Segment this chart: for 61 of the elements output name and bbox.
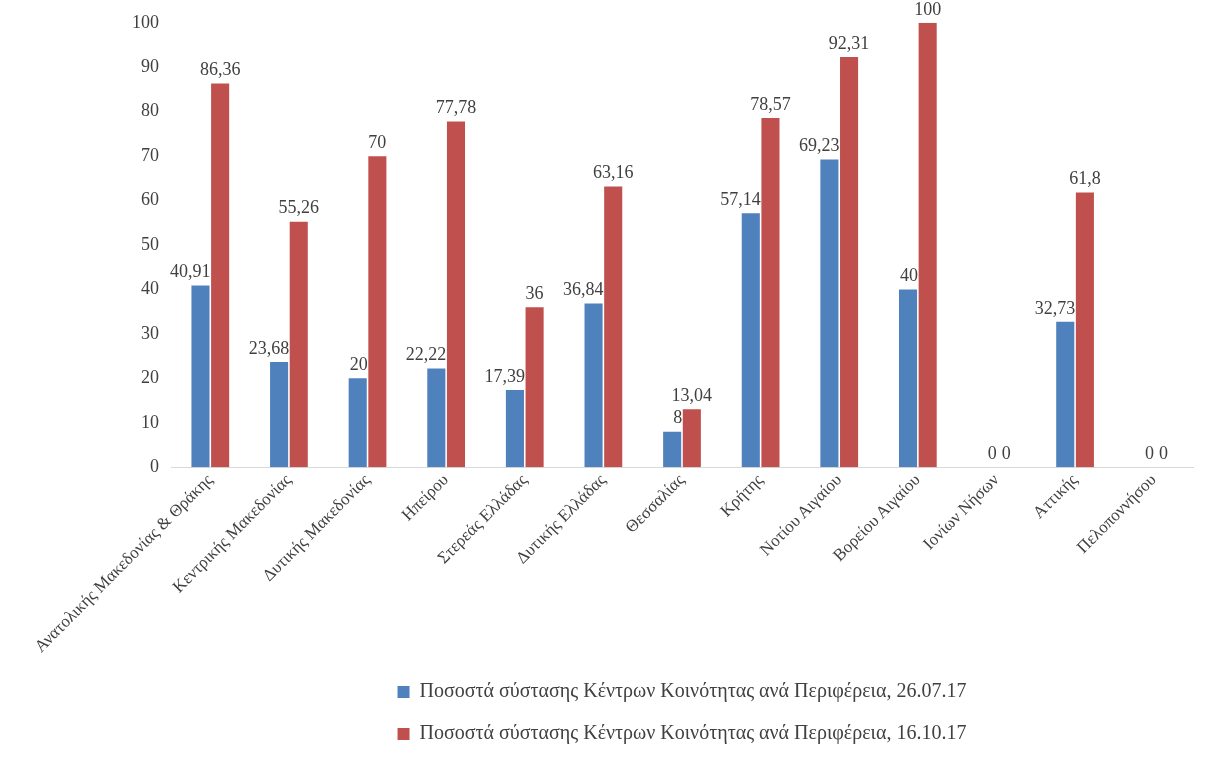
data-label: 100 [914,0,942,19]
bar [211,83,230,468]
bar [584,303,603,468]
y-tick-label: 20 [141,367,159,388]
data-label: 92,31 [828,32,870,53]
data-label: 36,84 [563,279,604,300]
bar [918,22,937,468]
data-label: 0 [987,442,997,463]
bar [505,389,524,468]
bar [820,159,839,468]
bar [427,368,446,468]
data-label: 77,78 [435,97,477,118]
data-label: 0 [1159,442,1169,463]
data-label: 32,73 [1034,297,1076,318]
data-label: 57,14 [720,189,761,210]
data-label: 86,36 [199,59,241,80]
legend-label: Ποσοστά σύστασης Κέντρων Κοινότητας ανά Περιφέρεια, 16.10.17 [419,721,967,745]
data-label: 22,22 [405,344,447,365]
data-label: 20 [349,354,368,375]
bar [1075,192,1094,468]
data-label: 23,68 [248,337,290,358]
data-label: 36 [525,282,544,303]
bar [289,221,308,468]
y-tick-label: 0 [150,455,159,476]
bar [1056,321,1075,468]
y-tick-label: 90 [141,55,159,76]
legend-label: Ποσοστά σύστασης Κέντρων Κοινότητας ανά Περιφέρεια, 26.07.17 [419,679,967,703]
y-tick-label: 100 [132,11,159,32]
bar [898,289,918,468]
data-label: 69,23 [798,135,840,156]
data-label: 40,91 [170,261,211,282]
data-label: 17,39 [484,365,525,386]
data-label: 40 [900,265,919,286]
y-tick-label: 80 [141,100,159,121]
data-label: 13,04 [671,385,713,406]
data-label: 78,57 [750,93,791,114]
y-tick-label: 10 [141,411,159,432]
bar [348,378,367,468]
data-label: 63,16 [592,162,634,183]
data-label: 55,26 [278,197,319,218]
bar [191,285,210,468]
y-tick-label: 40 [141,278,159,299]
data-label: 0 [1144,442,1154,463]
bar [270,362,289,468]
y-tick-label: 60 [141,189,159,210]
y-tick-label: 30 [141,322,159,343]
data-label: 0 [1001,442,1011,463]
bar [741,213,760,468]
data-label: 8 [673,407,683,428]
bar [840,56,859,468]
y-tick-label: 50 [141,233,159,254]
bar [446,121,466,468]
bar [761,118,780,468]
bar [368,156,387,468]
y-tick-label: 70 [141,144,159,165]
data-label: 61,8 [1069,168,1101,189]
bar [663,431,682,468]
bar [525,307,544,468]
bar [604,186,623,468]
data-label: 70 [368,131,387,152]
bar [682,409,701,468]
